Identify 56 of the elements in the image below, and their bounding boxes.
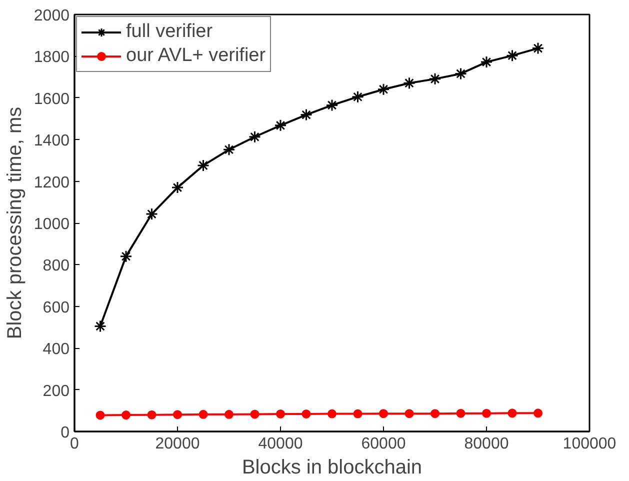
point [352, 90, 364, 104]
y-tick-label: 200 [42, 382, 70, 400]
point [300, 108, 312, 122]
point [248, 130, 261, 144]
y-tick-label: 1000 [34, 216, 70, 233]
point [506, 49, 518, 62]
y-tick-label: 0 [60, 424, 70, 442]
y-tick-label: 600 [42, 299, 70, 316]
x-tick-label: 100000 [562, 436, 616, 452]
point [456, 408, 466, 418]
y-tick-label: 1800 [34, 49, 70, 66]
point [353, 409, 362, 418]
legend-label: full verifier [126, 21, 213, 43]
point [146, 208, 158, 220]
point [96, 410, 105, 420]
point [122, 410, 130, 420]
point [482, 408, 491, 418]
point [276, 409, 285, 418]
y-tick-label: 1600 [34, 90, 70, 108]
x-axis-title: Blocks in blockchain [242, 456, 422, 478]
point [224, 410, 234, 419]
point [173, 410, 182, 420]
y-axis-title: Block processing time, ms [4, 106, 26, 340]
y-tick-label: 400 [42, 341, 70, 358]
point [120, 250, 132, 263]
point [198, 410, 208, 419]
y-tick-label: 1400 [34, 132, 70, 150]
x-tick-label: 40000 [258, 436, 303, 452]
point [379, 409, 388, 418]
point [94, 320, 106, 332]
x-tick-label: 80000 [464, 436, 509, 452]
x-tick-label: 60000 [361, 436, 406, 452]
point [480, 56, 493, 68]
point [328, 409, 336, 418]
legend-label: our AVL+ verifier [126, 45, 266, 67]
point [326, 98, 338, 112]
point [250, 410, 260, 419]
point [147, 410, 156, 420]
point [534, 408, 542, 418]
y-tick-label: 2000 [34, 8, 70, 24]
point [508, 408, 517, 418]
point [532, 42, 544, 55]
point [377, 83, 390, 96]
point [404, 409, 414, 418]
point [197, 159, 210, 172]
y-tick-label: 1200 [34, 174, 70, 192]
x-tick-label: 20000 [155, 436, 200, 452]
point [430, 409, 440, 418]
point [403, 76, 416, 90]
y-tick-label: 800 [42, 258, 70, 275]
point [428, 72, 442, 86]
point [302, 409, 311, 418]
point [274, 119, 287, 132]
point [454, 67, 467, 80]
point [171, 181, 184, 194]
point [222, 143, 236, 156]
